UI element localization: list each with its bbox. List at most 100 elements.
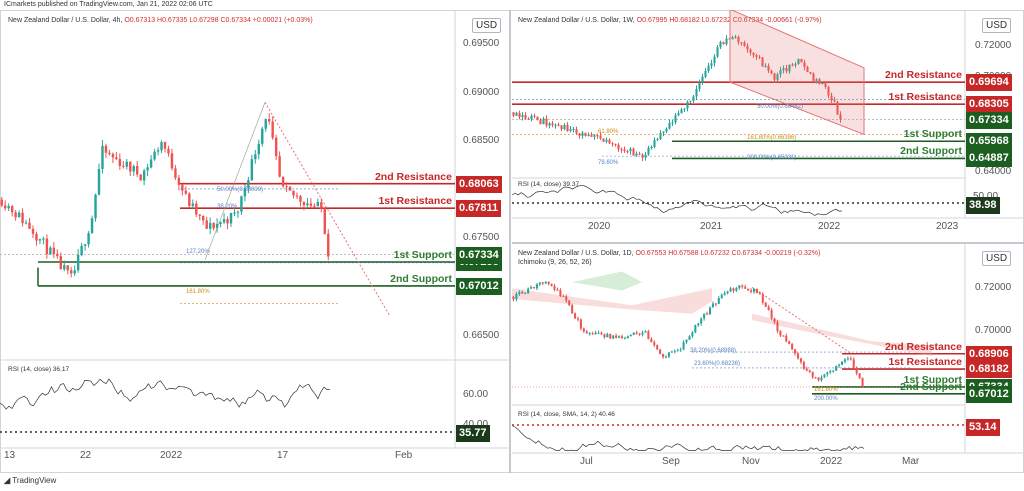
panel-c-currency[interactable]: USD [982, 251, 1012, 266]
candle-body [122, 165, 125, 167]
time-tick-label: 2022 [160, 450, 183, 461]
candle-body [653, 342, 656, 346]
candle-body [691, 332, 694, 337]
candle-body [662, 131, 665, 133]
candle-body [205, 220, 208, 229]
candle-body [794, 349, 797, 354]
candle-body [532, 287, 536, 289]
candle-body [632, 332, 635, 335]
trend-line [751, 286, 853, 355]
candle-body [188, 193, 191, 206]
candle-body [707, 65, 710, 71]
level-price-tag: 0.67811 [456, 200, 502, 218]
candle-body [612, 335, 615, 339]
candle-body [14, 212, 17, 218]
panel-b-rsi-tick-50: 50.00 [973, 191, 999, 199]
candle-body [776, 321, 779, 331]
candle-body [201, 215, 205, 221]
candle-body [623, 149, 626, 152]
candle-body [761, 57, 764, 67]
candle-body [35, 233, 38, 241]
level-label: 2nd Resistance [374, 170, 452, 183]
panel-b-chart [512, 10, 965, 162]
candle-body [695, 88, 698, 97]
candle-body [538, 282, 541, 285]
panel-a-ohlc: O0.67313 H0.67335 L0.67298 C0.67334 +0.0… [124, 17, 313, 24]
footer-brand: TradingView [12, 476, 57, 485]
candle-body [593, 135, 596, 137]
candle-body [650, 147, 653, 149]
candle-body [823, 374, 826, 378]
candle-body [735, 288, 738, 291]
candle-body [7, 206, 10, 209]
candle-body [111, 153, 115, 158]
time-tick-label: 2022 [818, 221, 841, 232]
candle-body [713, 56, 716, 64]
panel-c-title: New Zealand Dollar / U.S. Dollar, 1D, O0… [518, 250, 820, 257]
candle-body [295, 195, 299, 197]
candle-body [292, 190, 295, 196]
time-tick-label: 2022 [820, 456, 843, 467]
candle-body [603, 334, 606, 338]
candle-body [28, 222, 31, 229]
descending-channel [729, 10, 865, 136]
candle-body [809, 71, 812, 74]
candle-body [614, 143, 617, 145]
candle-body [722, 42, 725, 45]
candle-body [156, 150, 160, 152]
candle-body [608, 139, 611, 144]
candle-body [711, 303, 714, 308]
candle-body [3, 205, 7, 209]
candle-body [45, 238, 49, 255]
candle-body [320, 202, 323, 209]
candle-body [571, 305, 574, 314]
time-tick-label: 2021 [700, 221, 723, 232]
candle-body [820, 377, 823, 381]
candle-body [129, 161, 132, 172]
candle-body [644, 154, 647, 158]
candle-body [572, 129, 575, 131]
candle-body [153, 151, 156, 160]
time-tick-label: Mar [902, 456, 920, 467]
candle-body [647, 147, 650, 155]
level-price-tag: 0.64887 [966, 150, 1012, 168]
candle-body [288, 186, 292, 191]
panel-a-currency[interactable]: USD [472, 18, 502, 33]
panel-a-fib-50: 50.00%(0.68009) [217, 187, 264, 193]
candle-body [830, 95, 833, 101]
candle-body [779, 330, 782, 336]
price-tick-label: 0.64000 [975, 166, 1012, 178]
candle-body [832, 370, 835, 372]
panel-b-currency[interactable]: USD [982, 18, 1012, 33]
candle-body [773, 73, 776, 80]
candle-body [744, 286, 747, 289]
candle-body [536, 116, 539, 121]
candle-body [788, 64, 791, 72]
candle-body [764, 65, 767, 67]
candle-body [750, 290, 753, 292]
candle-body [563, 124, 566, 130]
candle-body [146, 167, 149, 171]
candle-body [829, 371, 832, 373]
candle-body [694, 325, 697, 333]
candle-body [767, 65, 770, 71]
panel-b-fib-618: 61.80% [598, 129, 619, 135]
candle-body [852, 359, 855, 368]
candle-body [226, 219, 229, 224]
panel-c-rsi-value: 53.14 [966, 419, 1000, 436]
candle-body [524, 293, 527, 295]
candle-body [815, 79, 818, 81]
candle-body [664, 356, 668, 358]
panel-c-symbol: New Zealand Dollar / U.S. Dollar, 1D, [518, 250, 634, 257]
candle-body [118, 159, 122, 166]
candle-body [591, 333, 594, 335]
candle-body [796, 353, 800, 359]
candle-body [0, 199, 3, 206]
candle-body [800, 58, 803, 63]
candle-body [108, 152, 111, 154]
candle-body [560, 125, 563, 130]
panel-c-fib-38: 38.20%(0.68988) [690, 348, 737, 354]
candle-body [620, 336, 624, 338]
candle-body [539, 120, 542, 125]
level-price-tag: 0.67012 [456, 277, 502, 295]
